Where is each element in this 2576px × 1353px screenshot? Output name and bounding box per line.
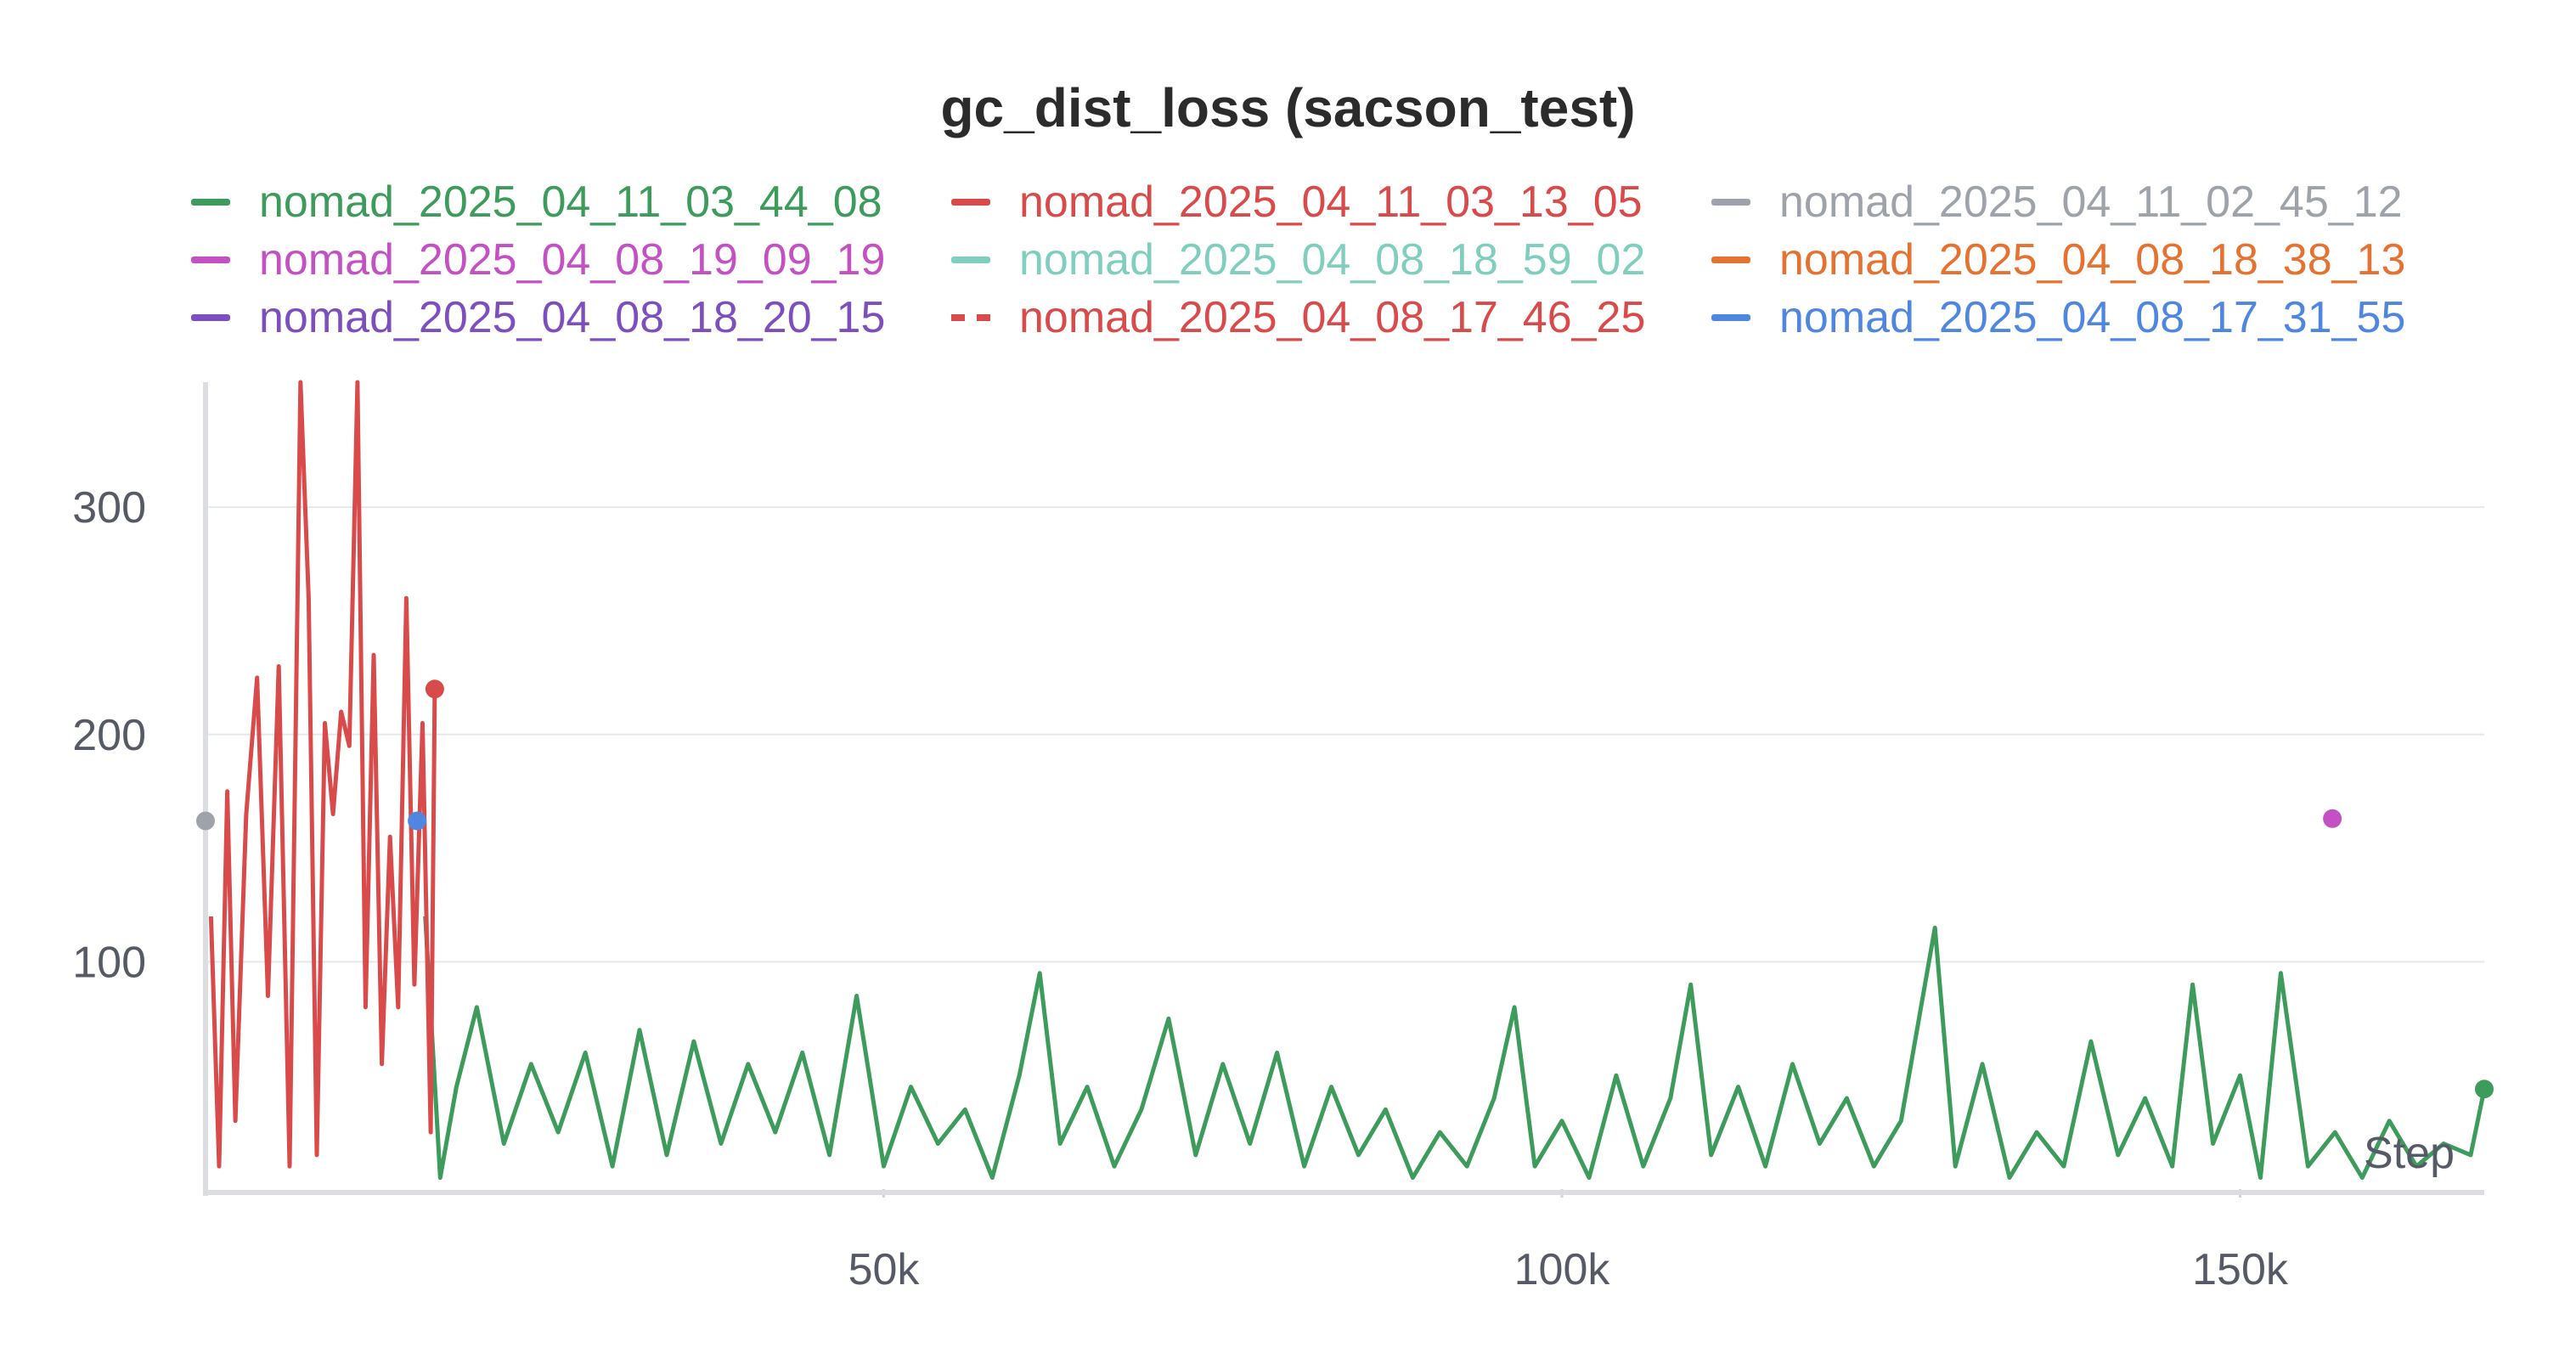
legend-swatch bbox=[951, 257, 990, 263]
x-tick-label: 50k bbox=[848, 1245, 921, 1294]
legend-item[interactable]: nomad_2025_04_08_17_31_55 bbox=[1711, 290, 2405, 346]
legend-swatch bbox=[951, 199, 990, 206]
legend-label: nomad_2025_04_08_18_20_15 bbox=[259, 293, 886, 342]
legend-label: nomad_2025_04_08_19_09_19 bbox=[259, 235, 886, 285]
legend-swatch bbox=[191, 314, 230, 321]
x-tick-label: 150k bbox=[2192, 1245, 2289, 1294]
legend-label: nomad_2025_04_08_18_38_13 bbox=[1779, 235, 2406, 285]
legend-item[interactable]: nomad_2025_04_08_18_20_15 bbox=[191, 290, 885, 346]
x-tick-label: 100k bbox=[1514, 1245, 1611, 1294]
legend-label: nomad_2025_04_08_17_46_25 bbox=[1019, 293, 1646, 342]
legend-item[interactable]: nomad_2025_04_08_18_38_13 bbox=[1711, 232, 2405, 288]
y-tick-label: 200 bbox=[72, 711, 146, 760]
series-end-point bbox=[408, 811, 427, 831]
y-tick-label: 300 bbox=[72, 483, 146, 533]
series-end-point bbox=[2475, 1080, 2494, 1099]
grid-lines bbox=[206, 506, 2484, 963]
legend-item[interactable]: nomad_2025_04_08_18_59_02 bbox=[951, 232, 1645, 288]
series-group bbox=[208, 380, 2487, 1181]
axes bbox=[203, 382, 2484, 1198]
chart-title: gc_dist_loss (sacson_test) bbox=[940, 77, 1636, 138]
legend-label: nomad_2025_04_08_18_59_02 bbox=[1019, 235, 1646, 285]
series-line bbox=[423, 916, 2487, 1181]
series-end-point bbox=[196, 811, 215, 831]
legend-item[interactable]: nomad_2025_04_11_03_44_08 bbox=[191, 174, 882, 230]
legend-swatch bbox=[1711, 257, 1750, 263]
x-axis-label: Step bbox=[2364, 1129, 2455, 1178]
legend-swatch bbox=[1711, 199, 1750, 206]
legend-label: nomad_2025_04_11_03_44_08 bbox=[259, 178, 882, 227]
legend-label: nomad_2025_04_11_03_13_05 bbox=[1019, 178, 1643, 227]
legend-item[interactable]: nomad_2025_04_08_17_46_25 bbox=[951, 290, 1645, 346]
legend-item[interactable]: nomad_2025_04_11_02_45_12 bbox=[1711, 174, 2403, 230]
series-line bbox=[208, 380, 437, 1169]
series-end-point bbox=[2323, 809, 2342, 828]
tick-labels: 100 200 300 50k 100k 150k bbox=[72, 483, 2289, 1294]
legend-swatch bbox=[191, 199, 230, 206]
legend-swatch bbox=[191, 257, 230, 263]
legend-swatch bbox=[1711, 314, 1750, 321]
legend-label: nomad_2025_04_11_02_45_12 bbox=[1779, 178, 2403, 227]
legend-swatch bbox=[951, 314, 990, 321]
legend-label: nomad_2025_04_08_17_31_55 bbox=[1779, 293, 2406, 342]
legend-item[interactable]: nomad_2025_04_11_03_13_05 bbox=[951, 174, 1643, 230]
series-end-point bbox=[425, 679, 444, 699]
y-tick-label: 100 bbox=[72, 938, 146, 987]
series-layer bbox=[196, 380, 2494, 1181]
legend-item[interactable]: nomad_2025_04_08_19_09_19 bbox=[191, 232, 885, 288]
